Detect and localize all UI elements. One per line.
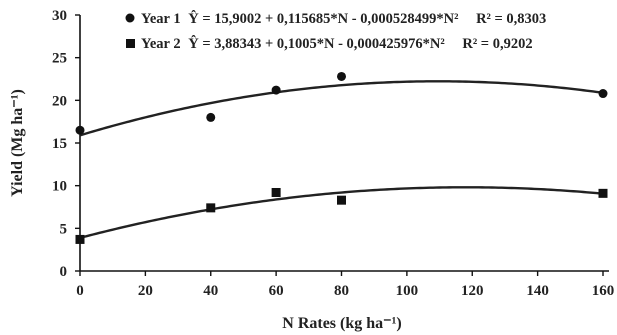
y-tick-label: 15	[52, 136, 67, 152]
x-tick-label: 0	[76, 283, 84, 299]
data-point-year-1	[206, 112, 216, 122]
data-point-year-2	[598, 188, 608, 198]
data-point-year-2	[206, 203, 216, 213]
data-point-year-1	[598, 89, 608, 99]
y-tick-label: 10	[52, 179, 67, 195]
x-tick-label: 40	[203, 283, 218, 299]
x-axis-label: N Rates (kg ha⁻¹)	[282, 315, 401, 332]
x-tick-label: 100	[396, 283, 419, 299]
data-point-year-2	[75, 234, 85, 244]
data-point-year-2	[337, 195, 346, 205]
ticks: 0 20 40 60 80 100 120 140 160 0 5 10 15 20 25 30	[52, 8, 614, 299]
legend: Year 1 Ŷ = 15,9002 + 0,115685*N - 0,0005…	[125, 10, 546, 52]
y-tick-label: 0	[60, 264, 68, 280]
fit-curve-series-2	[79, 186, 604, 240]
data-points	[75, 71, 608, 244]
fit-curve-series-1	[79, 80, 604, 137]
fit-curves	[79, 80, 604, 240]
data-point-year-1	[271, 85, 281, 95]
x-tick-label: 20	[138, 283, 153, 299]
x-tick-label: 160	[592, 283, 615, 299]
y-axis-label: Yield (Mg ha⁻¹)	[9, 89, 26, 197]
axes	[79, 15, 609, 272]
data-point-year-1	[75, 125, 85, 135]
data-point-year-1	[337, 71, 346, 81]
y-tick-label: 5	[60, 221, 68, 237]
y-tick-label: 20	[52, 93, 67, 109]
legend-label-year-1: Year 1 Ŷ = 15,9002 + 0,115685*N - 0,0005…	[141, 10, 546, 27]
x-tick-label: 120	[461, 283, 484, 299]
x-tick-label: 60	[269, 283, 284, 299]
legend-marker-year-1	[125, 13, 135, 23]
data-point-year-2	[271, 187, 281, 197]
legend-marker-year-2	[126, 39, 135, 48]
legend-label-year-2: Year 2 Ŷ = 3,88343 + 0,1005*N - 0,000425…	[141, 35, 533, 52]
x-tick-label: 80	[334, 283, 349, 299]
y-tick-label: 25	[52, 51, 67, 67]
x-tick-label: 140	[526, 283, 549, 299]
y-tick-label: 30	[52, 8, 67, 24]
